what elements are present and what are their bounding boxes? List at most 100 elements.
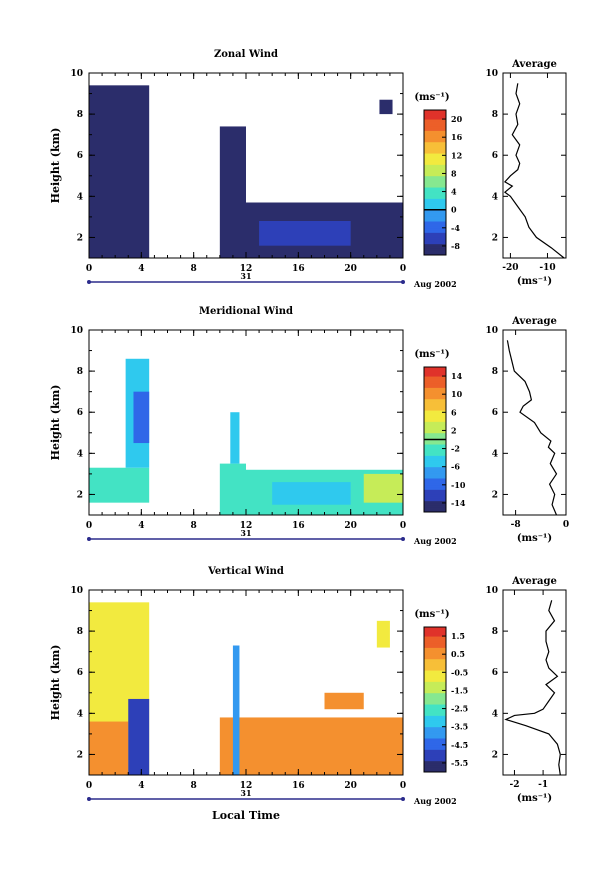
colorbar-swatch <box>424 731 446 734</box>
colorbar-swatch <box>424 162 446 165</box>
x-axis-label: Local Time <box>212 809 280 822</box>
x-tick-label: 12 <box>240 781 253 791</box>
y-tick-label: 6 <box>77 408 83 418</box>
colorbar-swatch <box>424 482 446 486</box>
colorbar-swatch <box>424 747 446 750</box>
colorbar-swatch <box>424 371 446 375</box>
colorbar-swatch <box>424 130 446 134</box>
colorbar-swatch <box>424 221 446 224</box>
colorbar-frame <box>423 626 447 773</box>
colorbar-swatch <box>424 710 446 714</box>
colorbar-tick-label: 16 <box>451 132 463 142</box>
average-y-tick-label: 10 <box>485 586 498 596</box>
colorbar-swatch <box>424 480 446 484</box>
colorbar-swatch <box>424 173 446 177</box>
colorbar-swatch <box>424 378 446 382</box>
colorbar-swatch <box>424 143 446 147</box>
heatmap-cell <box>259 221 351 246</box>
heatmap-cell <box>230 412 240 464</box>
colorbar-swatch <box>424 719 446 723</box>
colorbar-swatch <box>424 412 446 416</box>
colorbar-swatch <box>424 672 446 676</box>
day-bar-end <box>401 280 405 284</box>
colorbar-swatch <box>424 218 446 222</box>
colorbar-swatch <box>424 198 446 202</box>
colorbar-swatch <box>424 724 446 728</box>
average-y-tick-label: 4 <box>492 192 498 202</box>
average-profile-line <box>504 600 561 776</box>
colorbar-swatch <box>424 466 446 470</box>
colorbar-swatch <box>424 640 446 644</box>
colorbar-swatch <box>424 489 446 493</box>
colorbar-tick-label: 6 <box>451 407 457 417</box>
colorbar-swatch <box>424 676 446 680</box>
colorbar-tick-label: -4.5 <box>451 740 468 750</box>
average-x-tick-label: 0 <box>563 520 569 530</box>
day-bar-start <box>87 280 91 284</box>
colorbar-swatch <box>424 509 446 513</box>
colorbar-swatch <box>424 704 446 707</box>
average-unit-label: (ms⁻¹) <box>517 533 552 544</box>
y-tick-label: 10 <box>70 69 83 79</box>
colorbar-swatch <box>424 484 446 488</box>
colorbar-swatch <box>424 740 446 744</box>
colorbar-swatch <box>424 505 446 508</box>
colorbar-tick-label: -1.5 <box>451 685 468 695</box>
colorbar-swatch <box>424 428 446 431</box>
colorbar-tick-label: 0.5 <box>451 649 465 659</box>
colorbar-swatch <box>424 405 446 409</box>
colorbar-swatch <box>424 728 446 732</box>
colorbar-tick-label: 8 <box>451 168 457 178</box>
colorbar-tick-label: -8 <box>451 241 460 251</box>
average-y-tick-label: 10 <box>485 326 498 336</box>
colorbar-swatch <box>424 134 446 138</box>
average-y-tick-label: 8 <box>492 110 498 120</box>
colorbar-swatch <box>424 141 446 145</box>
day-bar-start <box>87 797 91 801</box>
colorbar-swatch <box>424 758 446 762</box>
colorbar-swatch <box>424 708 446 712</box>
colorbar-swatch <box>424 742 446 746</box>
colorbar-swatch <box>424 157 446 161</box>
colorbar-swatch <box>424 230 446 233</box>
x-tick-label: 0 <box>86 264 92 274</box>
heatmap-cell <box>219 463 246 515</box>
day-bar-start <box>87 537 91 541</box>
colorbar-swatch <box>424 168 446 172</box>
colorbar-swatch <box>424 125 446 129</box>
colorbar-tick-label: -6 <box>451 462 460 472</box>
colorbar-swatch <box>424 450 446 454</box>
colorbar-swatch <box>424 225 446 229</box>
colorbar-swatch <box>424 679 446 682</box>
x-tick-label: 16 <box>292 264 305 274</box>
colorbar-swatch <box>424 376 446 379</box>
heatmap-cell <box>363 473 403 503</box>
day-bar-end <box>401 537 405 541</box>
colorbar-swatch <box>424 382 446 386</box>
colorbar-swatch <box>424 765 446 768</box>
colorbar-swatch <box>424 191 446 195</box>
heatmap-cells <box>89 358 403 515</box>
average-y-tick-label: 6 <box>492 668 498 678</box>
colorbar-tick-label: -5.5 <box>451 758 468 768</box>
colorbar-swatch <box>424 437 446 440</box>
heatmap-cell <box>89 721 129 775</box>
colorbar-swatch <box>424 396 446 400</box>
colorbar-swatch <box>424 753 446 757</box>
colorbar-tick-label: -10 <box>451 480 466 490</box>
colorbar-swatch <box>424 667 446 671</box>
colorbar-swatch <box>424 715 446 719</box>
colorbar-swatch <box>424 234 446 238</box>
average-y-tick-label: 2 <box>492 750 498 760</box>
colorbar-swatch <box>424 683 446 687</box>
average-x-tick-label: -8 <box>511 520 521 530</box>
colorbar-swatch <box>424 380 446 384</box>
average-title: Average <box>511 576 557 587</box>
colorbar-swatch <box>424 116 446 120</box>
colorbar-swatch <box>424 177 446 181</box>
x-tick-label: 20 <box>344 264 357 274</box>
y-tick-label: 2 <box>77 750 83 760</box>
colorbar-swatch <box>424 645 446 648</box>
x-tick-label: 8 <box>191 264 197 274</box>
colorbar-swatch <box>424 722 446 725</box>
